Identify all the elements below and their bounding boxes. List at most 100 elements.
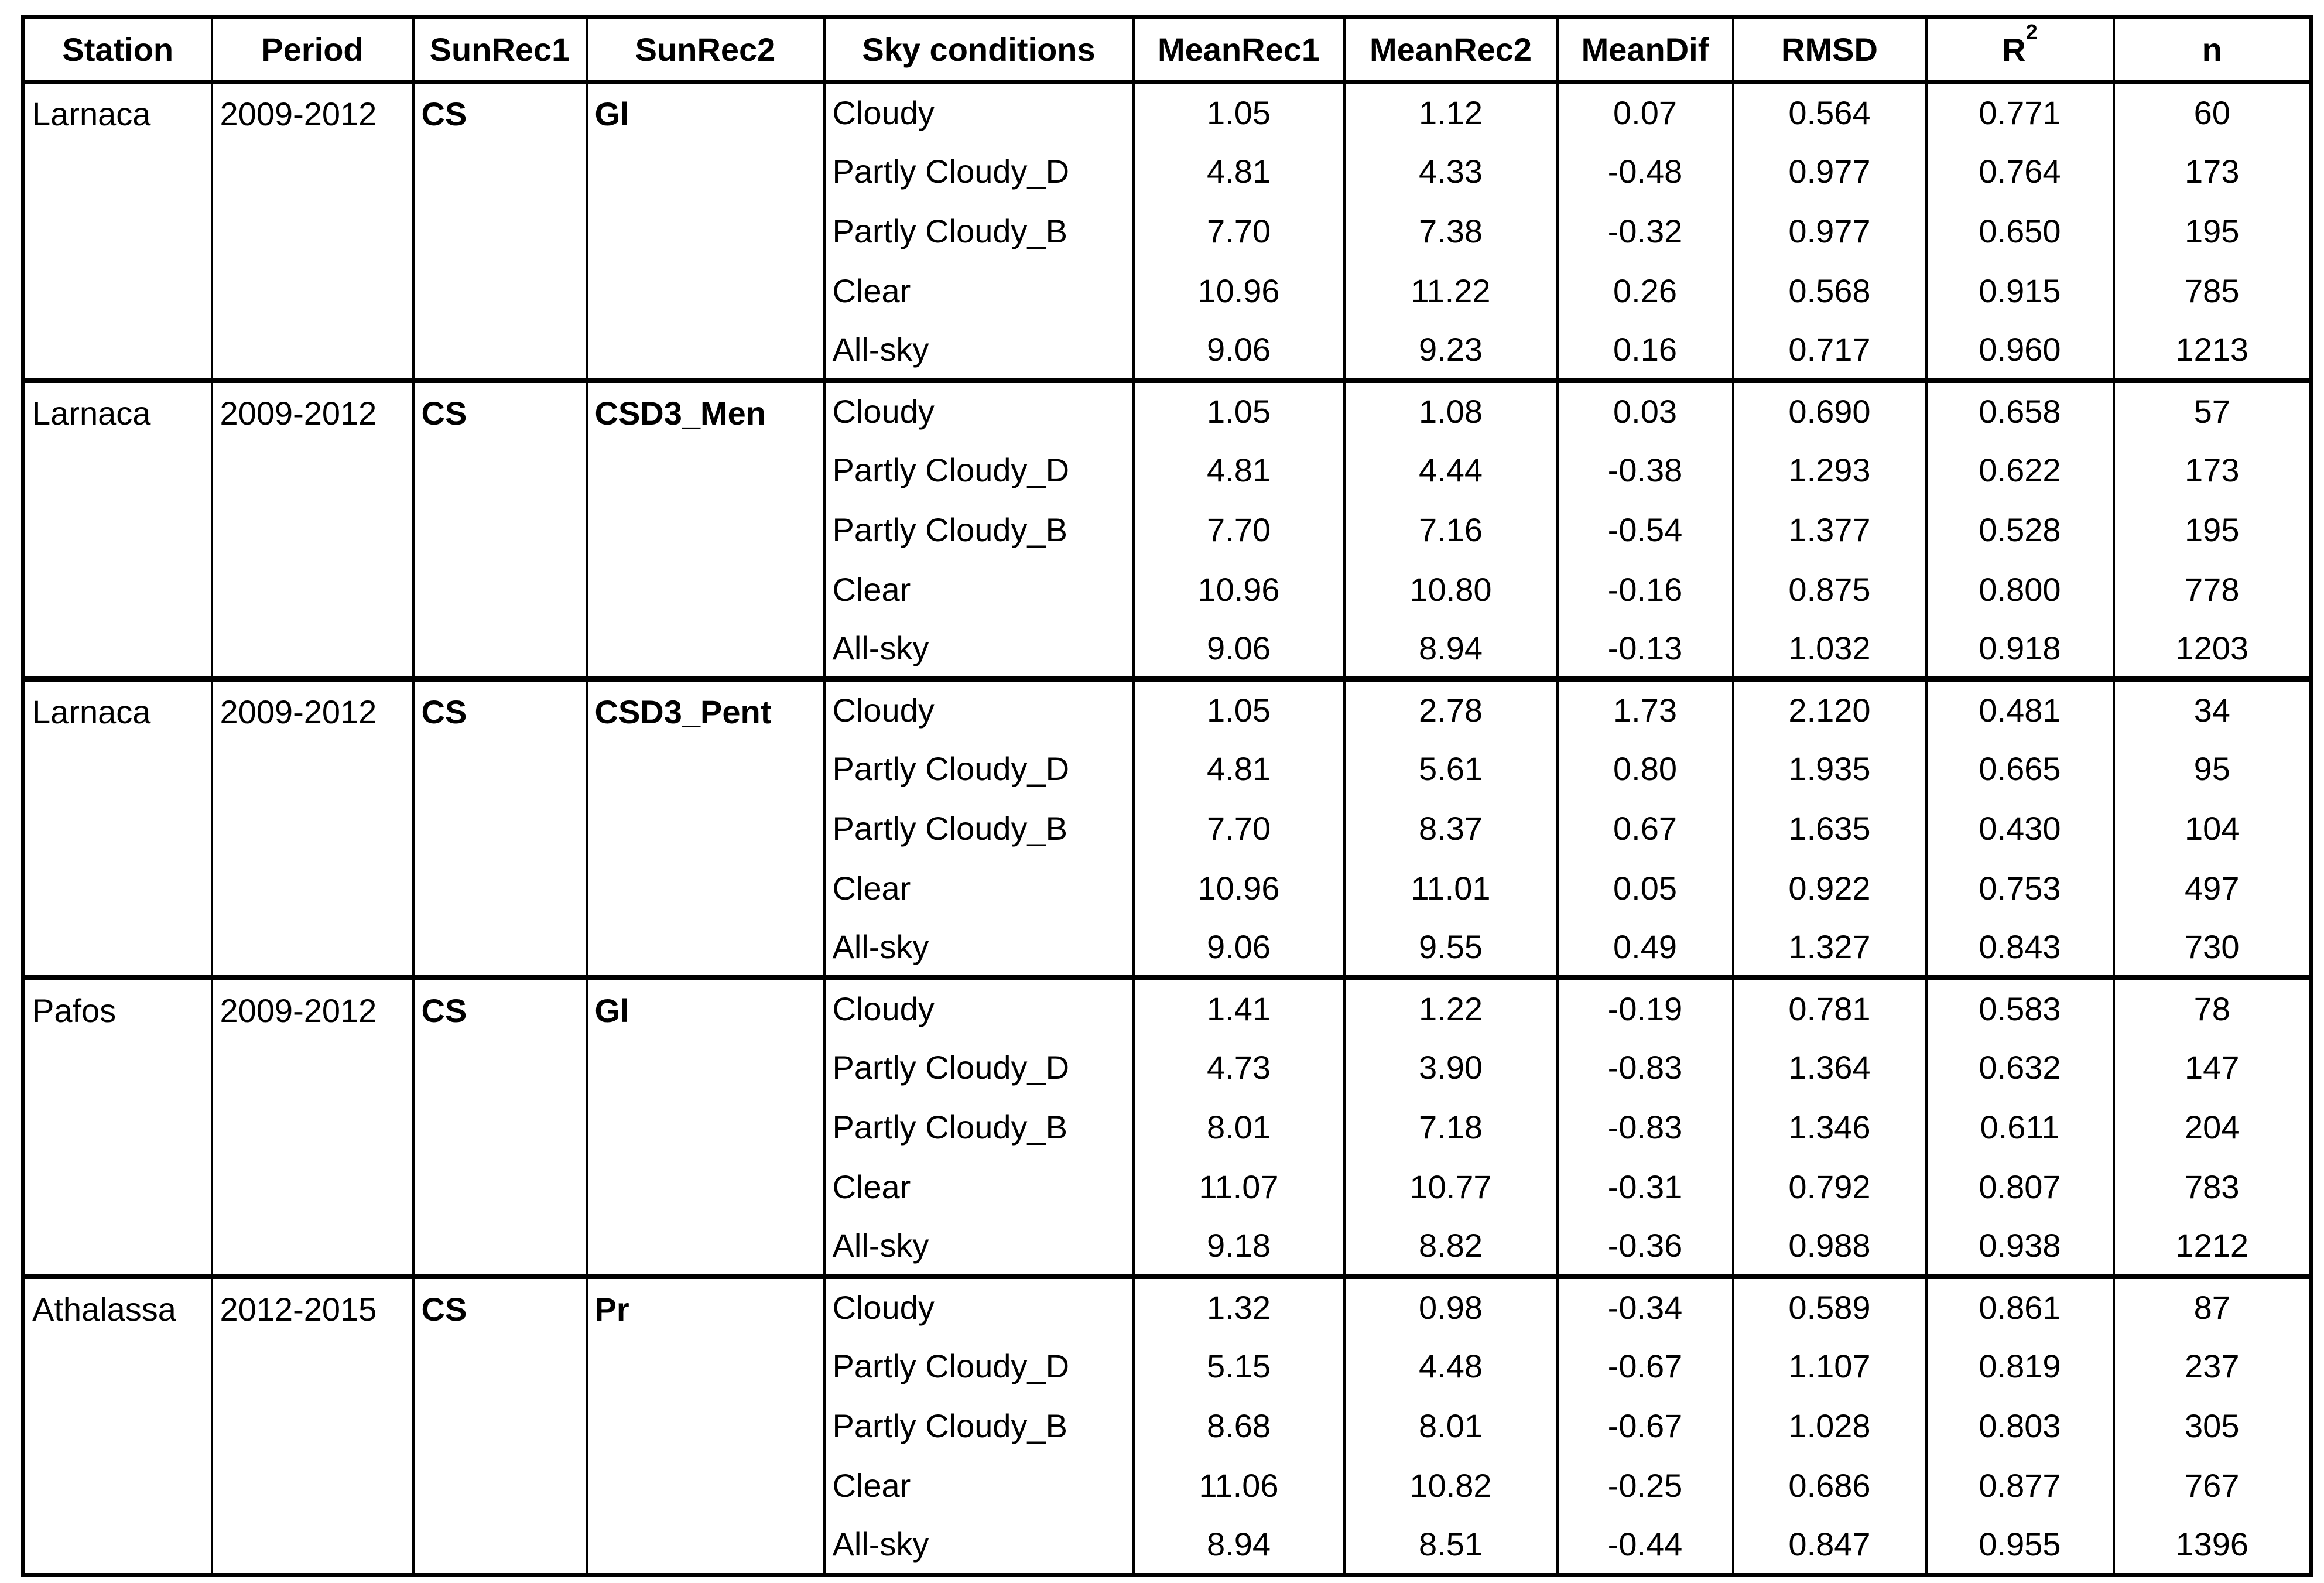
meanrec2-cell: 7.38 [1343, 201, 1559, 261]
meanrec1-cell: 11.07 [1132, 1157, 1346, 1217]
r2-cell: 0.861 [1925, 1274, 2115, 1336]
rmsd-cell: 0.717 [1731, 320, 1928, 381]
rmsd-cell: 0.568 [1731, 261, 1928, 321]
meanrec1-cell: 7.70 [1132, 201, 1346, 261]
rmsd-cell: 1.327 [1731, 918, 1928, 978]
meandif-cell: -0.44 [1556, 1515, 1734, 1575]
r2-cell: 0.583 [1925, 975, 2115, 1038]
results-table: Station Period SunRec1 SunRec2 Sky condi… [21, 15, 2313, 1577]
r2-cell: 0.819 [1925, 1336, 2115, 1396]
sunrec1-cell: CS [412, 676, 588, 978]
r2-superscript: 2 [2025, 19, 2038, 44]
period-cell: 2009-2012 [210, 378, 415, 679]
r2-cell: 0.481 [1925, 676, 2115, 739]
rmsd-cell: 1.935 [1731, 738, 1928, 799]
period-cell: 2009-2012 [210, 975, 415, 1277]
table-row: Clear 11.07 10.77 -0.31 0.792 0.807 783 [23, 1157, 2313, 1217]
r2-cell: 0.955 [1925, 1515, 2115, 1575]
meandif-cell: -0.31 [1556, 1157, 1734, 1217]
meanrec1-cell: 1.32 [1132, 1274, 1346, 1336]
meanrec1-cell: 9.06 [1132, 619, 1346, 679]
col-header-meanrec2: MeanRec2 [1343, 17, 1559, 84]
n-cell: 237 [2112, 1336, 2313, 1396]
meanrec1-cell: 9.06 [1132, 320, 1346, 381]
meanrec1-cell: 1.05 [1132, 378, 1346, 440]
station-cell: Pafos [22, 975, 213, 1277]
table-row: Athalassa 2012-2015 CS Pr Cloudy 1.32 0.… [22, 1274, 2313, 1575]
table-row: All-sky 9.18 8.82 -0.36 0.988 0.938 1212 [23, 1216, 2313, 1277]
meandif-cell: -0.13 [1556, 619, 1734, 679]
meanrec1-cell: 9.06 [1132, 918, 1346, 978]
n-cell: 34 [2112, 676, 2313, 739]
n-cell: 1213 [2112, 320, 2313, 381]
n-cell: 730 [2112, 918, 2313, 978]
meanrec1-cell: 10.96 [1132, 261, 1346, 321]
sky-cell: Clear [823, 858, 1135, 918]
sky-cell: Partly Cloudy_D [823, 1336, 1135, 1396]
n-cell: 147 [2112, 1037, 2313, 1097]
sky-cell: Cloudy [823, 975, 1135, 1038]
meanrec1-cell: 8.94 [1132, 1515, 1346, 1575]
n-cell: 78 [2112, 975, 2313, 1038]
sky-cell: All-sky [823, 619, 1135, 679]
col-header-meandif: MeanDif [1556, 17, 1734, 84]
rmsd-cell: 0.686 [1731, 1455, 1928, 1516]
col-header-sunrec1: SunRec1 [412, 17, 588, 84]
meanrec2-cell: 5.61 [1343, 738, 1559, 799]
meanrec2-cell: 9.23 [1343, 320, 1559, 381]
table-row: Partly Cloudy_B 7.70 7.16 -0.54 1.377 0.528 19… [23, 500, 2313, 560]
sunrec2-cell: Gl [585, 81, 826, 381]
r2-cell: 0.764 [1925, 141, 2115, 201]
n-cell: 173 [2112, 141, 2313, 201]
meanrec2-cell: 7.18 [1343, 1097, 1559, 1157]
meandif-cell: 0.03 [1556, 378, 1734, 440]
rmsd-cell: 0.977 [1731, 141, 1928, 201]
meanrec1-cell: 4.81 [1132, 738, 1346, 799]
sky-cell: Cloudy [823, 378, 1135, 440]
sky-cell: Partly Cloudy_B [823, 1097, 1135, 1157]
meanrec1-cell: 8.68 [1132, 1396, 1346, 1456]
n-cell: 204 [2112, 1097, 2313, 1157]
table-row: Partly Cloudy_B 7.70 7.38 -0.32 0.977 0.650 19… [23, 201, 2313, 261]
n-cell: 104 [2112, 798, 2313, 859]
rmsd-cell: 1.028 [1731, 1396, 1928, 1456]
meanrec1-cell: 1.41 [1132, 975, 1346, 1038]
table-row: Partly Cloudy_B 7.70 8.37 0.67 1.635 0.430 104 [23, 798, 2313, 859]
rmsd-cell: 1.635 [1731, 798, 1928, 859]
table-row: Partly Cloudy_D 4.73 3.90 -0.83 1.364 0.632 14… [23, 1037, 2313, 1097]
col-header-period: Period [210, 17, 415, 84]
meanrec2-cell: 1.12 [1343, 81, 1559, 142]
meanrec2-cell: 10.80 [1343, 559, 1559, 620]
meandif-cell: -0.19 [1556, 975, 1734, 1038]
table-row: All-sky 8.94 8.51 -0.44 0.847 0.955 1396 [23, 1515, 2313, 1575]
n-cell: 1212 [2112, 1216, 2313, 1277]
r2-cell: 0.803 [1925, 1396, 2115, 1456]
sky-cell: Partly Cloudy_D [823, 141, 1135, 201]
table-row: All-sky 9.06 9.23 0.16 0.717 0.960 1213 [23, 320, 2313, 381]
rmsd-cell: 1.032 [1731, 619, 1928, 679]
meandif-cell: -0.16 [1556, 559, 1734, 620]
r2-base: R [2002, 31, 2026, 69]
meanrec2-cell: 1.08 [1343, 378, 1559, 440]
r2-cell: 0.960 [1925, 320, 2115, 381]
sky-cell: Partly Cloudy_D [823, 440, 1135, 500]
sky-cell: Partly Cloudy_D [823, 738, 1135, 799]
sky-cell: Partly Cloudy_D [823, 1037, 1135, 1097]
meandif-cell: 0.07 [1556, 81, 1734, 142]
sky-cell: Clear [823, 559, 1135, 620]
rmsd-cell: 1.377 [1731, 500, 1928, 560]
meanrec2-cell: 3.90 [1343, 1037, 1559, 1097]
rmsd-cell: 0.690 [1731, 378, 1928, 440]
meanrec1-cell: 9.18 [1132, 1216, 1346, 1277]
rmsd-cell: 1.293 [1731, 440, 1928, 500]
rmsd-cell: 0.792 [1731, 1157, 1928, 1217]
meanrec2-cell: 4.48 [1343, 1336, 1559, 1396]
n-cell: 57 [2112, 378, 2313, 440]
col-header-rmsd: RMSD [1731, 17, 1928, 84]
r2-cell: 0.918 [1925, 619, 2115, 679]
meanrec1-cell: 10.96 [1132, 559, 1346, 620]
meandif-cell: -0.38 [1556, 440, 1734, 500]
table-row: Larnaca 2009-2012 CS Gl Cloudy 1.05 1.12… [22, 81, 2313, 381]
meandif-cell: -0.48 [1556, 141, 1734, 201]
meanrec2-cell: 0.98 [1343, 1274, 1559, 1336]
